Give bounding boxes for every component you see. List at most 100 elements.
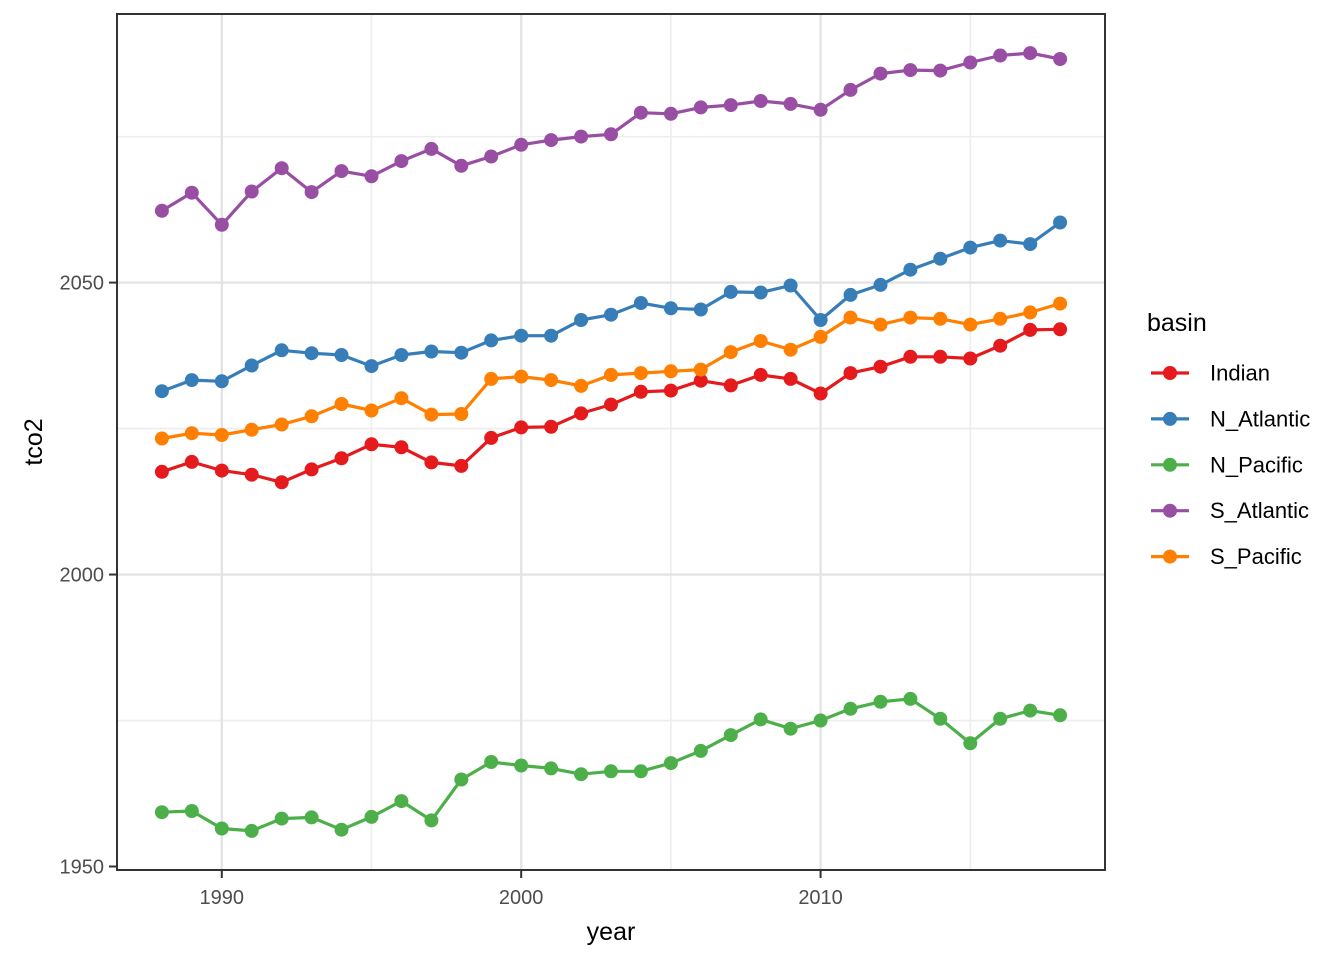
data-point-s_atlantic [753,94,768,108]
data-point-n_atlantic [723,284,738,299]
x-tick-label: 1990 [200,887,245,909]
data-point-indian [843,366,858,381]
data-point-indian [723,378,738,393]
data-point-s_atlantic [903,63,918,78]
data-point-n_pacific [813,713,828,728]
data-point-indian [304,462,319,477]
data-point-n_atlantic [154,384,169,399]
data-point-n_pacific [903,691,918,706]
data-point-n_pacific [693,743,708,758]
data-point-s_pacific [364,403,379,418]
data-point-n_atlantic [963,240,978,255]
data-point-n_pacific [424,813,439,828]
data-point-indian [693,373,708,388]
data-point-s_atlantic [184,185,199,200]
data-point-s_pacific [154,431,169,446]
data-point-s_atlantic [394,154,409,169]
data-point-n_pacific [244,823,259,838]
data-point-indian [993,338,1008,353]
data-point-n_pacific [633,764,648,779]
data-point-n_pacific [274,811,289,826]
legend-key-point [1163,457,1177,472]
legend-key-point [1163,549,1177,564]
y-tick-label: 2000 [60,565,105,587]
data-point-n_pacific [604,764,618,779]
data-point-s_pacific [214,428,229,442]
data-point-s_pacific [1053,296,1068,311]
data-point-s_pacific [663,364,678,379]
data-point-n_atlantic [514,328,529,343]
series-s_pacific [154,296,1068,446]
y-tick-label: 2050 [60,273,105,295]
data-point-s_atlantic [663,106,678,121]
data-point-n_atlantic [484,333,499,348]
data-point-s_atlantic [304,185,319,200]
data-point-s_pacific [184,426,199,441]
data-point-n_atlantic [993,233,1008,248]
data-point-n_pacific [484,755,499,769]
data-point-indian [514,420,529,435]
data-point-n_atlantic [274,343,289,358]
data-point-n_pacific [933,711,948,726]
data-point-n_pacific [574,767,589,782]
data-point-s_pacific [873,317,888,332]
data-point-n_atlantic [1023,237,1038,252]
data-point-s_pacific [843,310,858,325]
data-point-n_atlantic [1053,215,1068,230]
data-point-s_pacific [304,409,319,424]
data-point-n_atlantic [903,262,918,277]
series-s_atlantic [154,46,1068,232]
data-point-n_pacific [663,756,678,771]
data-point-n_pacific [214,821,229,836]
data-point-n_atlantic [244,358,259,373]
data-point-indian [424,455,439,470]
data-point-indian [873,359,888,374]
legend-key-point [1163,411,1177,426]
x-tick-label: 2000 [499,887,544,909]
data-point-s_pacific [753,334,768,348]
legend-entry-s_atlantic: S_Atlantic [1151,498,1309,523]
data-point-n_pacific [753,712,768,727]
data-point-s_pacific [1023,305,1038,320]
legend-label: Indian [1210,361,1270,386]
data-point-s_pacific [993,311,1008,326]
data-point-s_atlantic [723,98,738,113]
data-point-n_atlantic [454,345,469,360]
data-point-n_atlantic [663,301,678,316]
data-point-n_pacific [364,809,379,824]
data-point-indian [274,475,289,490]
data-point-indian [214,463,229,478]
data-point-indian [544,419,559,434]
data-point-s_pacific [783,342,798,357]
data-point-n_atlantic [604,307,618,322]
data-point-s_atlantic [214,217,229,232]
data-point-n_atlantic [843,287,858,302]
legend-entry-s_pacific: S_Pacific [1151,544,1302,569]
data-point-n_atlantic [933,251,948,266]
data-point-s_pacific [963,317,978,332]
legend-key-point [1163,503,1177,518]
data-point-s_pacific [633,366,648,381]
data-point-s_atlantic [873,66,888,81]
data-point-s_atlantic [514,137,529,152]
data-point-n_pacific [993,711,1008,726]
data-point-indian [364,437,379,452]
data-point-n_pacific [514,758,529,773]
data-point-s_pacific [723,345,738,360]
data-point-n_pacific [304,810,319,825]
data-point-indian [1023,322,1038,337]
data-point-n_atlantic [873,277,888,292]
data-point-indian [813,386,828,401]
data-point-s_atlantic [154,203,169,218]
data-point-s_atlantic [274,161,289,176]
data-point-n_pacific [843,701,858,716]
data-point-n_atlantic [394,348,409,362]
legend-entry-n_pacific: N_Pacific [1151,452,1303,477]
legend-label: S_Pacific [1210,544,1302,569]
axes: 1990 2000 2010 1950 2000 2050 year tco2 [20,273,843,946]
data-point-indian [244,467,259,482]
legend-key-point [1163,366,1177,380]
data-point-n_atlantic [364,359,379,374]
